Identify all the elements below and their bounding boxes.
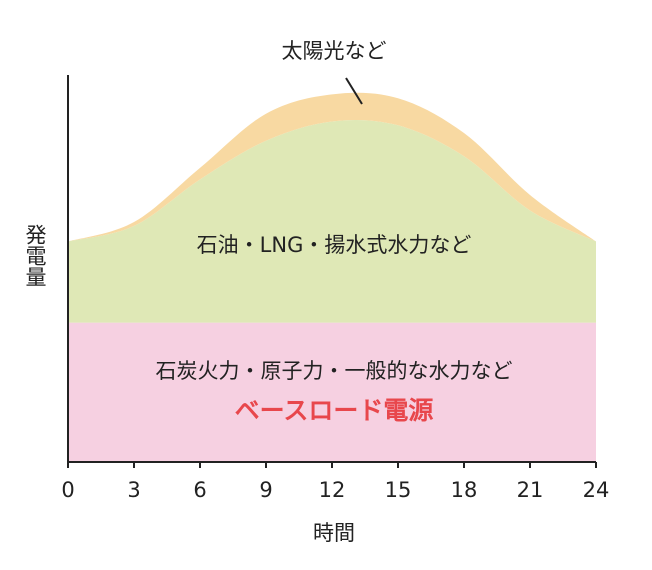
x-tick-label: 21 [517, 478, 544, 502]
x-tick-label: 18 [451, 478, 478, 502]
area [68, 92, 596, 242]
series-label: 石油・LNG・揚水式水力など [197, 233, 472, 257]
x-tick-label: 0 [61, 478, 74, 502]
area [68, 119, 596, 323]
x-tick-label: 3 [127, 478, 140, 502]
x-tick-label: 12 [319, 478, 346, 502]
leader-line [345, 77, 363, 105]
x-tick-label: 6 [193, 478, 206, 502]
series-label: 石炭火力・原子力・一般的な水力など [156, 359, 513, 383]
areas [68, 92, 596, 462]
area [68, 322, 596, 462]
y-axis-title: 発電量 [23, 224, 47, 287]
annotation: ベースロード電源 [235, 396, 434, 425]
x-tick-label: 9 [259, 478, 272, 502]
series-label: 太陽光など [282, 39, 387, 63]
x-axis-title: 時間 [313, 521, 355, 545]
x-tick-label: 24 [583, 478, 610, 502]
x-tick-label: 15 [385, 478, 412, 502]
